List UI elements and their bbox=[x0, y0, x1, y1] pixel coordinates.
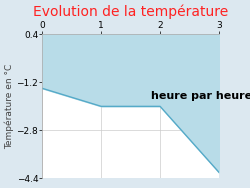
Text: heure par heure: heure par heure bbox=[151, 91, 250, 101]
Y-axis label: Température en °C: Température en °C bbox=[4, 64, 14, 149]
Title: Evolution de la température: Evolution de la température bbox=[33, 4, 228, 19]
